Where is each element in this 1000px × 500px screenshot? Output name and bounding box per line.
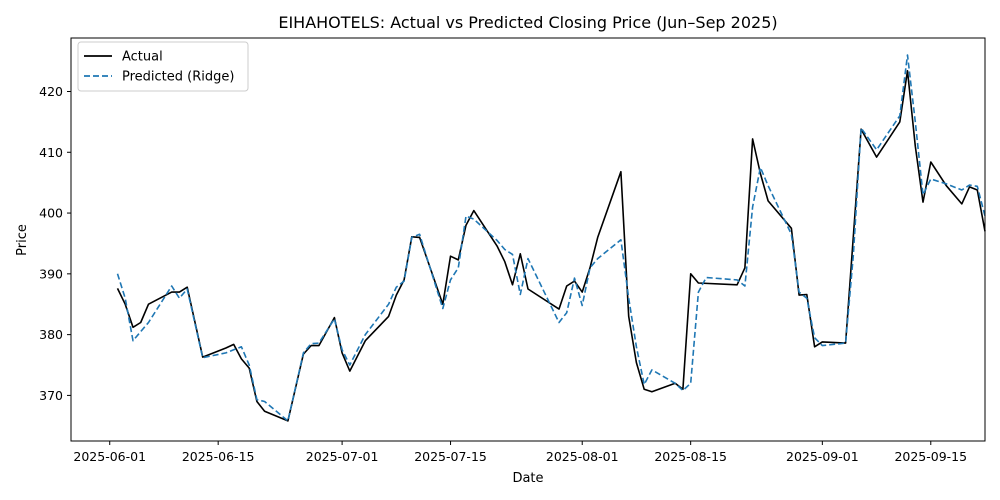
x-tick-label: 2025-09-01 [786, 449, 859, 464]
y-axis-label: Price [15, 224, 30, 256]
chart-title: EIHAHOTELS: Actual vs Predicted Closing … [278, 13, 777, 32]
x-tick-label: 2025-09-15 [894, 449, 967, 464]
series-line-actual [116, 70, 986, 422]
plot-frame [70, 37, 986, 442]
x-tick-label: 2025-06-15 [182, 449, 255, 464]
x-axis: 2025-06-01 2025-06-15 2025-07-01 2025-07-15… [73, 441, 967, 464]
series-line-predicted [116, 54, 986, 422]
legend: Actual Predicted (Ridge) [77, 41, 249, 92]
x-tick-label: 2025-07-15 [414, 449, 487, 464]
x-tick-label: 2025-08-15 [654, 449, 727, 464]
y-tick-label: 400 [39, 206, 63, 221]
plot-area [70, 37, 986, 442]
x-tick-label: 2025-08-01 [546, 449, 619, 464]
x-axis-label: Date [512, 471, 543, 486]
y-tick-label: 390 [39, 266, 63, 281]
y-tick-label: 370 [39, 388, 63, 403]
legend-label-actual: Actual [122, 50, 163, 65]
y-tick-label: 380 [39, 327, 63, 342]
y-axis: 370 380 390 400 410 420 [39, 84, 71, 403]
x-tick-label: 2025-06-01 [73, 449, 146, 464]
legend-label-predicted: Predicted (Ridge) [122, 70, 234, 85]
y-tick-label: 410 [39, 145, 63, 160]
legend-box [77, 41, 249, 92]
y-tick-label: 420 [39, 84, 63, 99]
x-tick-label: 2025-07-01 [306, 449, 379, 464]
